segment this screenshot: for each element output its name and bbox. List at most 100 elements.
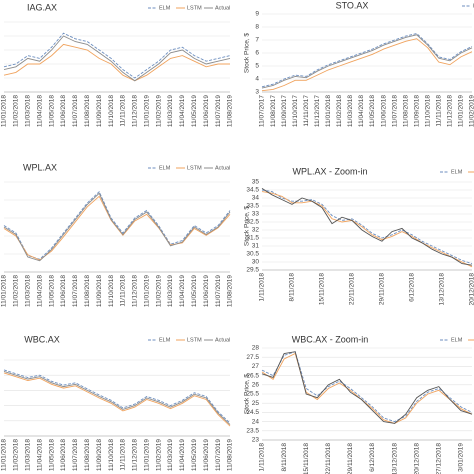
y-tick-label: 29.5 (246, 267, 259, 274)
x-tick-label: 11/10/2018 (425, 95, 432, 127)
x-tick-label: 8/11/2018 (281, 443, 288, 472)
x-tick-label: 11/12/2018 (132, 439, 139, 471)
y-tick-label: 7 (255, 37, 259, 44)
x-tick-label: 11/08/2018 (84, 95, 91, 127)
series-line (261, 351, 473, 424)
x-tick-label: 11/08/2017 (270, 95, 277, 127)
x-tick-label: 11/11/2018 (120, 439, 127, 471)
x-tick-label: 11/05/2019 (191, 439, 198, 471)
x-tick-label: 27/12/2018 (436, 443, 443, 474)
x-tick-label: 11/02/2018 (13, 275, 20, 307)
y-tick-label: 27.5 (246, 354, 259, 361)
y-tick-label: 31 (252, 243, 260, 250)
x-tick-label: 13/12/2018 (391, 443, 398, 474)
chart-title: STO.AX (336, 0, 369, 10)
x-tick-label: 11/06/2018 (60, 95, 67, 127)
y-tick-label: 34 (252, 195, 260, 202)
x-tick-label: 11/06/2018 (60, 275, 67, 307)
x-tick-label: 11/12/2018 (132, 275, 139, 307)
x-tick-label: 3/01/2019 (458, 443, 465, 472)
x-tick-label: 11/04/2018 (36, 95, 43, 127)
series-line (3, 370, 231, 425)
x-tick-label: 11/07/2017 (259, 95, 266, 127)
y-tick-label: 30.5 (246, 251, 259, 258)
legend-label: LSTM (187, 165, 202, 171)
x-tick-label: 11/01/2018 (1, 275, 8, 307)
series-line (3, 192, 231, 262)
x-tick-label: 11/09/2017 (281, 95, 288, 127)
x-tick-label: 11/05/2018 (48, 439, 55, 471)
x-tick-label: 11/01/2019 (143, 275, 150, 307)
y-tick-label: 32.5 (246, 219, 259, 226)
x-tick-label: 11/08/2019 (227, 275, 234, 307)
legend-label: Actual (215, 5, 230, 11)
y-tick-label: 33.5 (246, 203, 259, 210)
x-tick-label: 6/12/2018 (409, 273, 416, 302)
x-tick-label: 11/05/2018 (48, 275, 55, 307)
x-tick-label: 11/01/2019 (458, 95, 465, 127)
chart-title: WBC.AX - Zoom-in (292, 334, 369, 344)
x-tick-label: 11/08/2018 (402, 95, 409, 127)
y-tick-label: 28 (252, 345, 260, 352)
x-tick-label: 11/10/2018 (108, 439, 115, 471)
x-tick-label: 29/11/2018 (379, 273, 386, 305)
series-line (261, 191, 473, 268)
legend-label: ELM (451, 337, 463, 343)
x-tick-label: 11/05/2018 (369, 95, 376, 127)
x-tick-label: 11/10/2018 (108, 95, 115, 127)
x-tick-label: 11/10/2018 (108, 275, 115, 307)
x-tick-label: 11/03/2018 (25, 439, 32, 471)
x-tick-label: 13/12/2018 (439, 273, 446, 306)
y-tick-label: 5 (255, 63, 259, 70)
x-tick-label: 11/04/2018 (36, 275, 43, 307)
x-tick-label: 11/03/2019 (167, 95, 174, 127)
y-tick-label: 32 (252, 227, 260, 234)
y-tick-label: 3 (255, 89, 259, 96)
series-line (261, 351, 473, 423)
x-tick-label: 11/12/2017 (314, 95, 321, 127)
series-line (261, 33, 473, 88)
x-tick-label: 11/01/2018 (1, 95, 8, 127)
x-tick-label: 15/11/2018 (303, 443, 310, 474)
x-tick-label: 11/08/2018 (84, 439, 91, 471)
series-line (3, 372, 231, 427)
x-tick-label: 15/11/2018 (319, 273, 326, 305)
x-tick-label: 11/12/2018 (132, 95, 139, 127)
y-axis-label: Stock Price, $ (244, 33, 251, 73)
x-tick-label: 11/07/2019 (215, 275, 222, 307)
y-tick-label: 27 (252, 363, 260, 370)
series-line (261, 38, 473, 92)
legend-label: ELM (159, 5, 171, 11)
y-tick-label: 9 (255, 11, 259, 18)
x-tick-label: 11/10/2017 (292, 95, 299, 127)
x-tick-label: 11/04/2019 (179, 275, 186, 307)
series-line (261, 188, 473, 266)
x-tick-label: 11/05/2019 (191, 275, 198, 307)
y-tick-label: 25.5 (246, 391, 259, 398)
x-tick-label: 11/07/2018 (391, 95, 398, 127)
x-tick-label: 11/06/2018 (380, 95, 387, 127)
y-tick-label: 6 (255, 50, 259, 57)
y-tick-label: 8 (255, 24, 259, 31)
legend-label: Actual (215, 165, 230, 171)
x-tick-label: 11/11/2018 (120, 275, 127, 307)
x-tick-label: 11/01/2018 (325, 95, 332, 127)
x-tick-label: 11/01/2018 (1, 439, 8, 471)
x-tick-label: 11/05/2018 (48, 95, 55, 127)
legend-label: LSTM (187, 337, 202, 343)
y-tick-label: 35 (252, 179, 260, 186)
series-line (3, 190, 231, 260)
x-tick-label: 11/09/2018 (96, 439, 103, 471)
y-tick-label: 34.5 (246, 187, 259, 194)
y-tick-label: 23 (252, 437, 260, 444)
y-tick-label: 25 (252, 400, 260, 407)
x-tick-label: 11/08/2019 (227, 439, 234, 471)
x-tick-label: 11/09/2018 (96, 95, 103, 127)
x-tick-label: 11/03/2019 (167, 275, 174, 307)
x-tick-label: 1/11/2018 (259, 273, 266, 302)
series-line (261, 34, 473, 89)
x-tick-label: 11/06/2019 (203, 439, 210, 471)
x-tick-label: 11/03/2018 (25, 95, 32, 127)
series-line (261, 189, 473, 265)
